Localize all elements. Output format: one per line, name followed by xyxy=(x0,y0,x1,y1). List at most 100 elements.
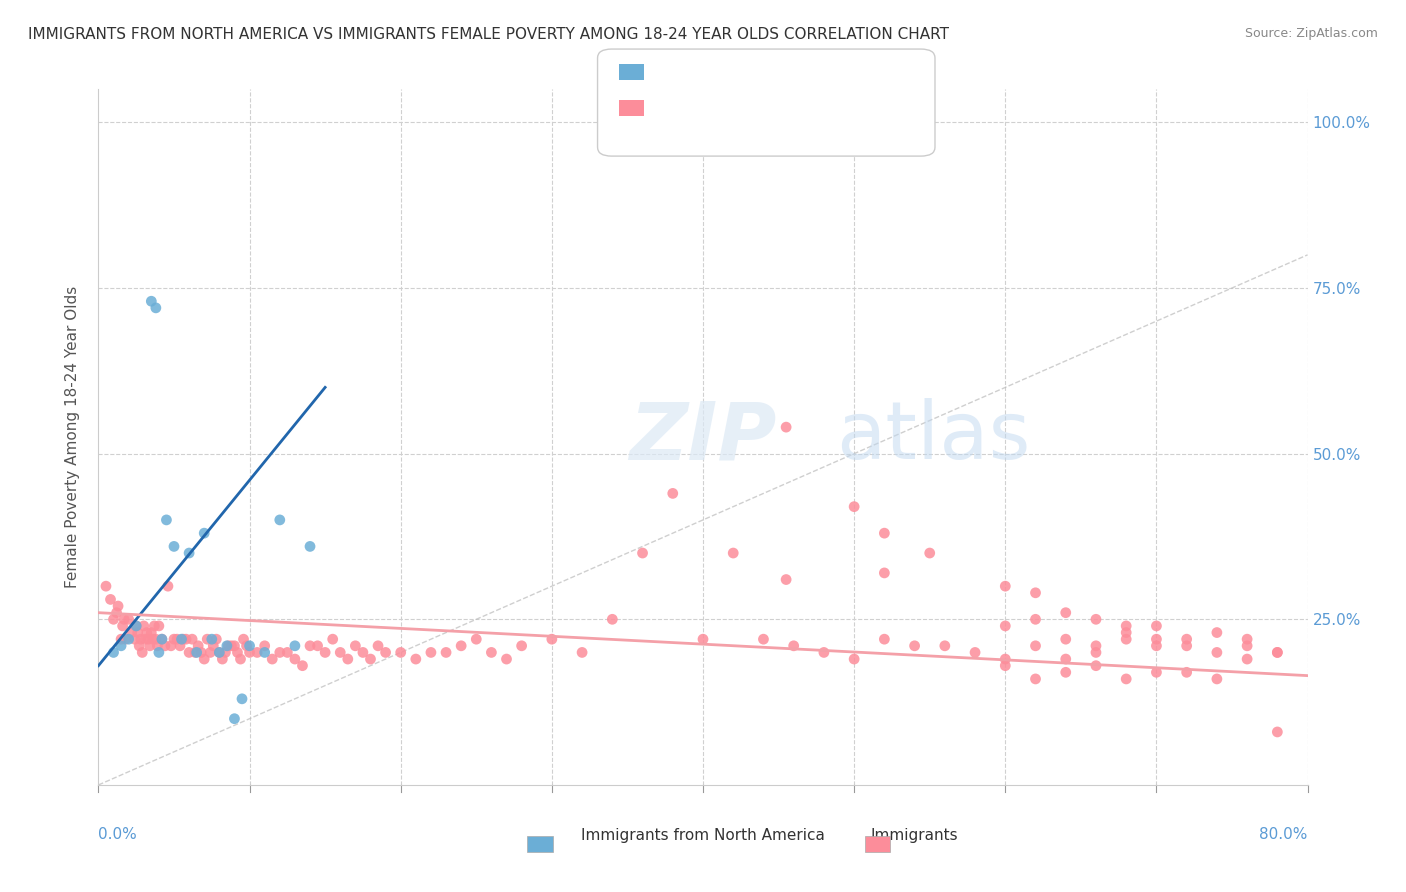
Point xyxy=(352,645,374,659)
Point xyxy=(1024,639,1046,653)
Point xyxy=(166,632,188,647)
Point xyxy=(873,566,896,580)
Point xyxy=(918,546,941,560)
Point xyxy=(125,619,148,633)
Point xyxy=(205,632,228,647)
Point xyxy=(481,645,503,659)
Point xyxy=(195,632,218,647)
Point xyxy=(434,645,457,659)
Point xyxy=(129,632,152,647)
Point xyxy=(181,632,204,647)
Point xyxy=(139,639,162,653)
Point xyxy=(1144,632,1167,647)
Point xyxy=(1085,658,1108,673)
Point xyxy=(1236,639,1258,653)
Point xyxy=(965,645,987,659)
Point xyxy=(163,540,186,554)
Text: N =: N = xyxy=(738,110,768,125)
Point xyxy=(170,632,193,647)
Point xyxy=(1206,645,1229,659)
Point xyxy=(229,652,252,666)
Point xyxy=(179,645,201,659)
Point xyxy=(1267,645,1289,659)
Point xyxy=(1267,725,1289,739)
Point xyxy=(160,639,183,653)
Point xyxy=(124,632,146,647)
Point xyxy=(495,652,517,666)
Point xyxy=(994,652,1017,666)
Point xyxy=(1236,632,1258,647)
Point xyxy=(813,645,835,659)
Point xyxy=(1175,632,1198,647)
Point xyxy=(193,526,215,541)
Point xyxy=(262,652,284,666)
Point xyxy=(405,652,427,666)
Point xyxy=(1175,639,1198,653)
Point xyxy=(142,632,165,647)
Point xyxy=(231,691,253,706)
Point xyxy=(994,579,1017,593)
Point xyxy=(201,632,224,647)
Text: R =: R = xyxy=(626,110,654,125)
Point xyxy=(299,540,322,554)
Point xyxy=(1115,632,1137,647)
Point xyxy=(775,420,797,434)
Text: 147: 147 xyxy=(787,110,820,125)
Point xyxy=(143,619,166,633)
Point xyxy=(1024,586,1046,600)
Point xyxy=(145,301,167,315)
Point xyxy=(1144,639,1167,653)
Point xyxy=(187,639,209,653)
Point xyxy=(224,639,246,653)
Point xyxy=(200,645,222,659)
Point xyxy=(571,645,593,659)
Point xyxy=(994,658,1017,673)
Text: N =: N = xyxy=(738,74,768,89)
Point xyxy=(284,639,307,653)
Point xyxy=(214,645,236,659)
Point xyxy=(128,639,150,653)
Point xyxy=(602,612,624,626)
Point xyxy=(450,639,472,653)
Point xyxy=(1115,619,1137,633)
Point xyxy=(193,652,215,666)
Point xyxy=(723,546,745,560)
Point xyxy=(110,639,132,653)
Point xyxy=(232,632,254,647)
Point xyxy=(121,625,143,640)
Point xyxy=(1267,645,1289,659)
Point xyxy=(179,546,201,560)
Point xyxy=(661,486,683,500)
Text: R =: R = xyxy=(626,74,654,89)
Point xyxy=(540,632,562,647)
Point xyxy=(239,645,262,659)
Point xyxy=(692,632,714,647)
Point xyxy=(1054,606,1077,620)
Point xyxy=(276,645,298,659)
Point xyxy=(1024,672,1046,686)
Point xyxy=(172,632,194,647)
Point xyxy=(510,639,533,653)
Point xyxy=(1054,665,1077,680)
Point xyxy=(110,632,132,647)
Point xyxy=(844,652,866,666)
Text: Immigrants from North America: Immigrants from North America xyxy=(581,828,825,843)
Point xyxy=(156,579,179,593)
Point xyxy=(211,652,233,666)
Point xyxy=(783,639,806,653)
Point xyxy=(1206,625,1229,640)
Point xyxy=(253,645,276,659)
Point xyxy=(141,625,163,640)
Point xyxy=(307,639,329,653)
Point xyxy=(269,645,291,659)
Point xyxy=(141,294,163,309)
Point xyxy=(134,632,156,647)
Point xyxy=(336,652,359,666)
Point xyxy=(291,658,314,673)
Point xyxy=(344,639,367,653)
Point xyxy=(221,639,243,653)
Point xyxy=(752,632,775,647)
Point xyxy=(155,513,177,527)
Point xyxy=(1085,645,1108,659)
Point xyxy=(174,632,197,647)
